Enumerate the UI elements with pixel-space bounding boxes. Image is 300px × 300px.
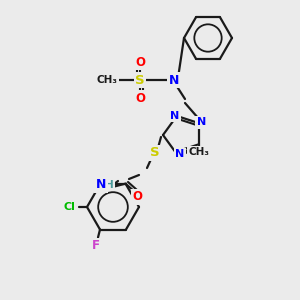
Text: N: N xyxy=(169,74,179,86)
Text: H: H xyxy=(105,180,113,190)
Text: S: S xyxy=(150,146,160,160)
Text: F: F xyxy=(92,239,100,252)
Text: N: N xyxy=(196,117,206,127)
Text: N: N xyxy=(96,178,106,191)
Text: Cl: Cl xyxy=(63,202,75,212)
Text: O: O xyxy=(135,56,145,68)
Text: O: O xyxy=(135,92,145,104)
Text: S: S xyxy=(135,74,145,86)
Text: N: N xyxy=(175,149,184,159)
Text: CH₃: CH₃ xyxy=(188,147,209,157)
Text: O: O xyxy=(132,190,142,203)
Text: CH₃: CH₃ xyxy=(97,75,118,85)
Text: N: N xyxy=(170,111,179,121)
